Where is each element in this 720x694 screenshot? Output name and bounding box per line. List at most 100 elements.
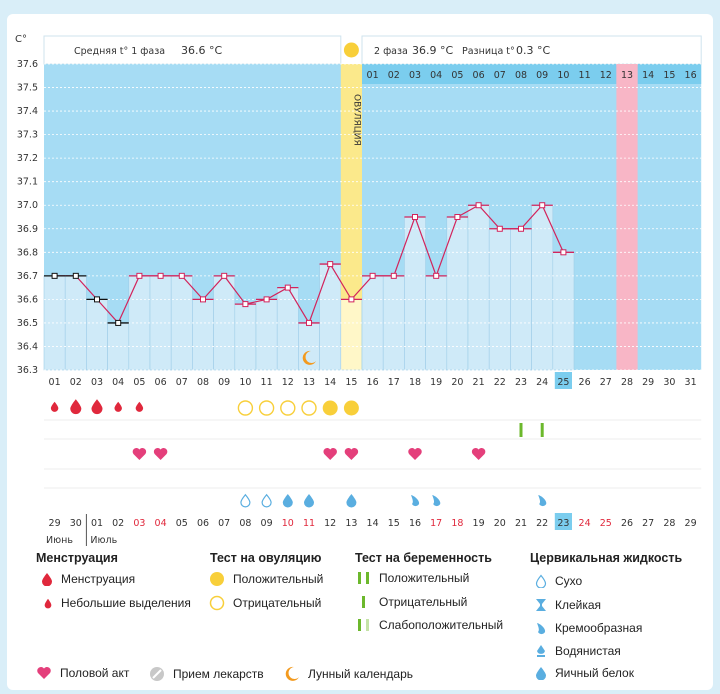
phase2-header	[361, 35, 702, 65]
cycle-day-label: 05	[176, 518, 188, 529]
single-bar-icon	[362, 596, 365, 608]
cycle-day-label: 20	[494, 518, 506, 529]
day-label: 28	[621, 377, 633, 388]
heart-icon	[408, 448, 422, 460]
legend-label: Клейкая	[555, 598, 602, 612]
cycle-day-label: 17	[430, 518, 442, 529]
day-label: 16	[367, 377, 379, 388]
legend-label: Слабоположительный	[379, 618, 504, 632]
phase2-label: 2 фаза	[374, 46, 408, 57]
watery-icon	[537, 645, 545, 657]
data-point	[72, 272, 79, 279]
day-label: 10	[239, 377, 251, 388]
y-tick-label: 37.6	[17, 59, 38, 70]
cycle-day-label: 03	[133, 518, 145, 529]
phase2-pink-cell	[616, 64, 638, 84]
day-label: 19	[430, 377, 442, 388]
legend-label: Небольшие выделения	[61, 596, 191, 610]
data-point	[115, 319, 122, 326]
phase2-day-label: 16	[685, 70, 697, 81]
day-label: 14	[324, 377, 336, 388]
phase1-label: Средняя t° 1 фаза	[74, 46, 165, 57]
ovulation-sun-icon	[343, 42, 359, 58]
cycle-day-label: 23	[557, 518, 569, 529]
y-tick-label: 36.3	[17, 365, 38, 376]
cycle-day-label: 10	[282, 518, 294, 529]
ovulation-label: ОВУЛЯЦИЯ	[351, 94, 361, 146]
sticky-icon	[536, 599, 546, 611]
eggwhite-drop-icon	[282, 494, 293, 508]
ovulation-test-positive-icon	[322, 400, 338, 416]
spotting-drop-icon	[114, 401, 122, 412]
today-marker	[554, 372, 572, 389]
legend-label: Отрицательный	[233, 596, 322, 610]
legend-cervical-dry: Сухо	[535, 574, 582, 588]
month-july-label: Июль	[90, 535, 117, 546]
ovulation-test-negative-icon	[301, 400, 317, 416]
phase2-value: 36.9 °C	[412, 44, 453, 57]
data-point	[284, 284, 291, 291]
legend-cervical-title: Цервикальная жидкость	[530, 551, 683, 565]
data-point	[348, 296, 355, 303]
y-tick-label: 37.3	[17, 130, 38, 141]
phase2-day-label: 12	[600, 70, 612, 81]
creamy-icon	[538, 495, 547, 507]
data-point	[390, 272, 397, 279]
legend-label: Прием лекарств	[173, 667, 264, 681]
bbt-chart-card: Средняя t° 1 фаза 36.6 °C 2 фаза 36.9 °C Раз…	[7, 14, 713, 690]
cycle-day-label: 01	[91, 518, 103, 529]
cycle-day-label: 14	[367, 518, 379, 529]
diff-label: Разница t°	[462, 46, 515, 57]
pill-icon	[150, 667, 164, 681]
day-label: 30	[663, 377, 675, 388]
legend-label: Положительный	[379, 571, 470, 585]
heart-icon	[471, 448, 486, 460]
moon-icon	[285, 666, 299, 681]
ovulation-test-negative-icon	[237, 400, 254, 416]
cycle-day-label: 25	[600, 518, 612, 529]
day-label: 29	[642, 377, 654, 388]
legend-moon: Лунный календарь	[284, 666, 413, 682]
day-label: 06	[155, 377, 167, 388]
legend-label: Яичный белок	[555, 666, 634, 680]
data-point	[136, 272, 143, 279]
cycle-day-label: 02	[112, 518, 124, 529]
cycle-day-label: 16	[409, 518, 421, 529]
creamy-icon	[411, 495, 420, 507]
legend-intercourse: Половой акт	[36, 666, 129, 680]
temperature-bar	[552, 252, 575, 371]
cycle-day-label: 24	[579, 518, 591, 529]
y-tick-label: 37.4	[17, 106, 38, 117]
phase1-header	[43, 35, 342, 65]
phase1-value: 36.6 °C	[181, 44, 222, 57]
data-point	[369, 272, 376, 279]
day-label: 27	[600, 377, 612, 388]
cycle-day-label: 06	[197, 518, 209, 529]
y-tick-label: 36.7	[17, 271, 38, 282]
data-point	[412, 214, 418, 220]
cycle-day-label: 13	[345, 518, 357, 529]
legend-ovulation-positive: Положительный	[209, 571, 323, 587]
y-tick-label: 36.8	[17, 247, 38, 258]
circle-filled-icon	[210, 572, 224, 586]
day-label: 31	[685, 377, 697, 388]
cycle-day-label: 28	[663, 518, 675, 529]
temperature-bar	[467, 204, 490, 371]
moon-icon	[302, 350, 316, 365]
y-tick-label: 37.1	[17, 177, 38, 188]
legend-label: Лунный календарь	[308, 667, 414, 681]
day-label: 23	[515, 377, 527, 388]
legend-label: Водянистая	[555, 644, 621, 658]
day-label: 02	[70, 377, 82, 388]
creamy-icon	[432, 495, 441, 507]
drop-large-icon	[42, 573, 52, 586]
legend-light-spotting: Небольшие выделения	[43, 596, 191, 610]
temperature-bar	[86, 299, 108, 371]
day-label: 13	[303, 377, 315, 388]
drop-small-icon	[44, 598, 52, 609]
phase2-day-label: 08	[515, 70, 527, 81]
y-tick-label: 37.5	[17, 83, 38, 94]
ovulation-test-negative-icon	[258, 400, 275, 416]
pink-day-column	[616, 64, 638, 370]
legend-ovulation-test-title: Тест на овуляцию	[210, 551, 322, 565]
